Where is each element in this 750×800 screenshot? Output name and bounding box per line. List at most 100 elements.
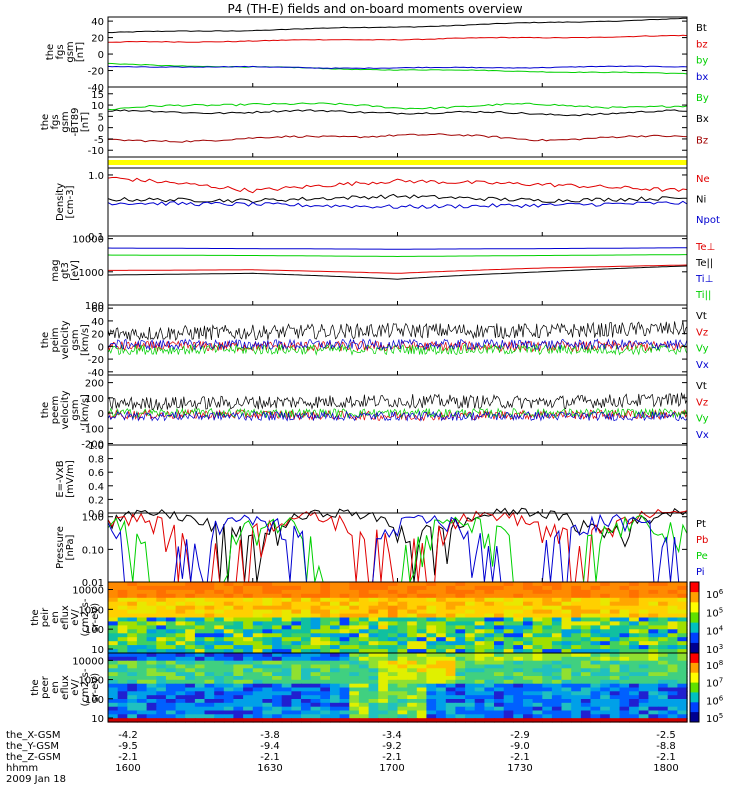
spectrogram-cell — [619, 641, 630, 646]
y-tick-label: 0.4 — [88, 482, 104, 493]
spectrogram-cell — [310, 629, 321, 634]
spectrogram-cell — [571, 597, 582, 603]
series-line-Te|| — [108, 265, 688, 280]
spectrogram-cell — [638, 679, 650, 685]
y-axis-label: fgs — [55, 44, 66, 59]
spectrogram-cell — [638, 633, 650, 638]
spectrogram-cell — [503, 621, 514, 626]
spectrogram-cell — [368, 601, 379, 607]
spectrogram-cell — [648, 687, 659, 692]
spectrogram-cell — [117, 582, 128, 587]
spectrogram-cell — [387, 593, 399, 599]
spectrogram-cell — [571, 633, 582, 638]
spectrogram-cell — [146, 582, 157, 587]
spectrogram-cell — [243, 710, 254, 715]
spectrogram-cell — [629, 706, 640, 712]
y-axis-label: eV/ — [70, 679, 81, 696]
spectrogram-cell — [387, 676, 399, 681]
y-axis-label: [km/s] — [80, 324, 91, 356]
spectrogram-cell — [223, 601, 235, 607]
y-tick-label: -200 — [81, 439, 104, 450]
spectrogram-cell — [127, 585, 138, 591]
spectrogram-cell — [532, 656, 543, 662]
spectrogram-cell — [165, 597, 177, 603]
spectrogram-cell — [658, 679, 669, 685]
spectrogram-cell — [310, 641, 321, 646]
y-axis-label: eflux — [60, 605, 71, 630]
spectrogram-cell — [503, 699, 514, 704]
spectrogram-cell — [339, 656, 350, 662]
spectrogram-cell — [262, 687, 273, 692]
spectrogram-cell — [416, 605, 428, 611]
spectrogram-cell — [262, 653, 273, 658]
spectrogram-cell — [590, 706, 601, 712]
spectrogram-cell — [223, 672, 235, 677]
spectrogram-cell — [291, 589, 302, 595]
spectrogram-cell — [320, 609, 331, 615]
spectrogram-cell — [136, 649, 148, 654]
spectrogram-cell — [667, 664, 678, 669]
spectrogram-cell — [542, 706, 553, 712]
spectrogram-cell — [426, 597, 437, 603]
spectrogram-cell — [523, 714, 534, 719]
spectrogram-cell — [436, 613, 447, 619]
spectrogram-cell — [571, 718, 582, 723]
spectrogram-cell — [416, 585, 428, 591]
spectrogram-cell — [561, 699, 572, 704]
spectrogram-cell — [223, 676, 235, 681]
spectrogram-cell — [677, 718, 688, 723]
spectrogram-cell — [223, 710, 235, 715]
spectrogram-cell — [165, 617, 177, 622]
spectrogram-cell — [638, 617, 650, 622]
spectrogram-cell — [416, 687, 428, 692]
spectrogram-cell — [358, 653, 370, 658]
ephemeris-value: 1600 — [115, 763, 141, 774]
spectrogram-cell — [243, 629, 254, 634]
spectrogram-cell — [214, 702, 225, 708]
spectrogram-cell — [165, 679, 177, 685]
spectrogram-cell — [358, 593, 370, 599]
spectrogram-cell — [136, 668, 148, 673]
spectrogram-cell — [233, 593, 244, 599]
spectrogram-cell — [629, 695, 640, 700]
spectrogram-cell — [214, 585, 225, 591]
spectrogram-cell — [465, 629, 476, 634]
spectrogram-cell — [127, 695, 138, 700]
spectrogram-cell — [223, 656, 235, 662]
legend-Bz: Bz — [696, 135, 708, 146]
spectrogram-cell — [580, 625, 592, 630]
spectrogram-cell — [281, 706, 292, 712]
spectrogram-cell — [648, 645, 659, 650]
spectrogram-cell — [407, 710, 418, 715]
spectrogram-cell — [465, 702, 476, 708]
spectrogram-cell — [677, 617, 688, 622]
spectrogram-cell — [407, 706, 418, 712]
spectrogram-cell — [590, 585, 601, 591]
spectrogram-cell — [339, 699, 350, 704]
spectrogram-cell — [320, 710, 331, 715]
spectrogram-cell — [397, 672, 408, 677]
ephemeris-label: the_Y-GSM — [6, 741, 60, 752]
spectrogram-cell — [108, 695, 119, 700]
spectrogram-cell — [165, 718, 177, 723]
spectrogram-cell — [658, 585, 669, 591]
spectrogram-cell — [330, 597, 341, 603]
spectrogram-cell — [310, 668, 321, 673]
spectrogram-cell — [629, 653, 640, 658]
spectrogram-cell — [416, 710, 428, 715]
spectrogram-cell — [551, 645, 563, 650]
spectrogram-cell — [503, 660, 514, 666]
spectrogram-cell — [165, 672, 177, 677]
spectrogram-cell — [387, 687, 399, 692]
spectrogram-cell — [397, 645, 408, 650]
spectrogram-cell — [175, 691, 186, 696]
spectrogram-cell — [465, 609, 476, 615]
spectrogram-cell — [233, 718, 244, 723]
spectrogram-cell — [368, 609, 379, 615]
spectrogram-cell — [233, 641, 244, 646]
spectrogram-cell — [658, 582, 669, 587]
spectrogram-cell — [571, 695, 582, 700]
spectrogram-cell — [474, 593, 485, 599]
spectrogram-cell — [301, 656, 312, 662]
spectrogram-cell — [407, 664, 418, 669]
